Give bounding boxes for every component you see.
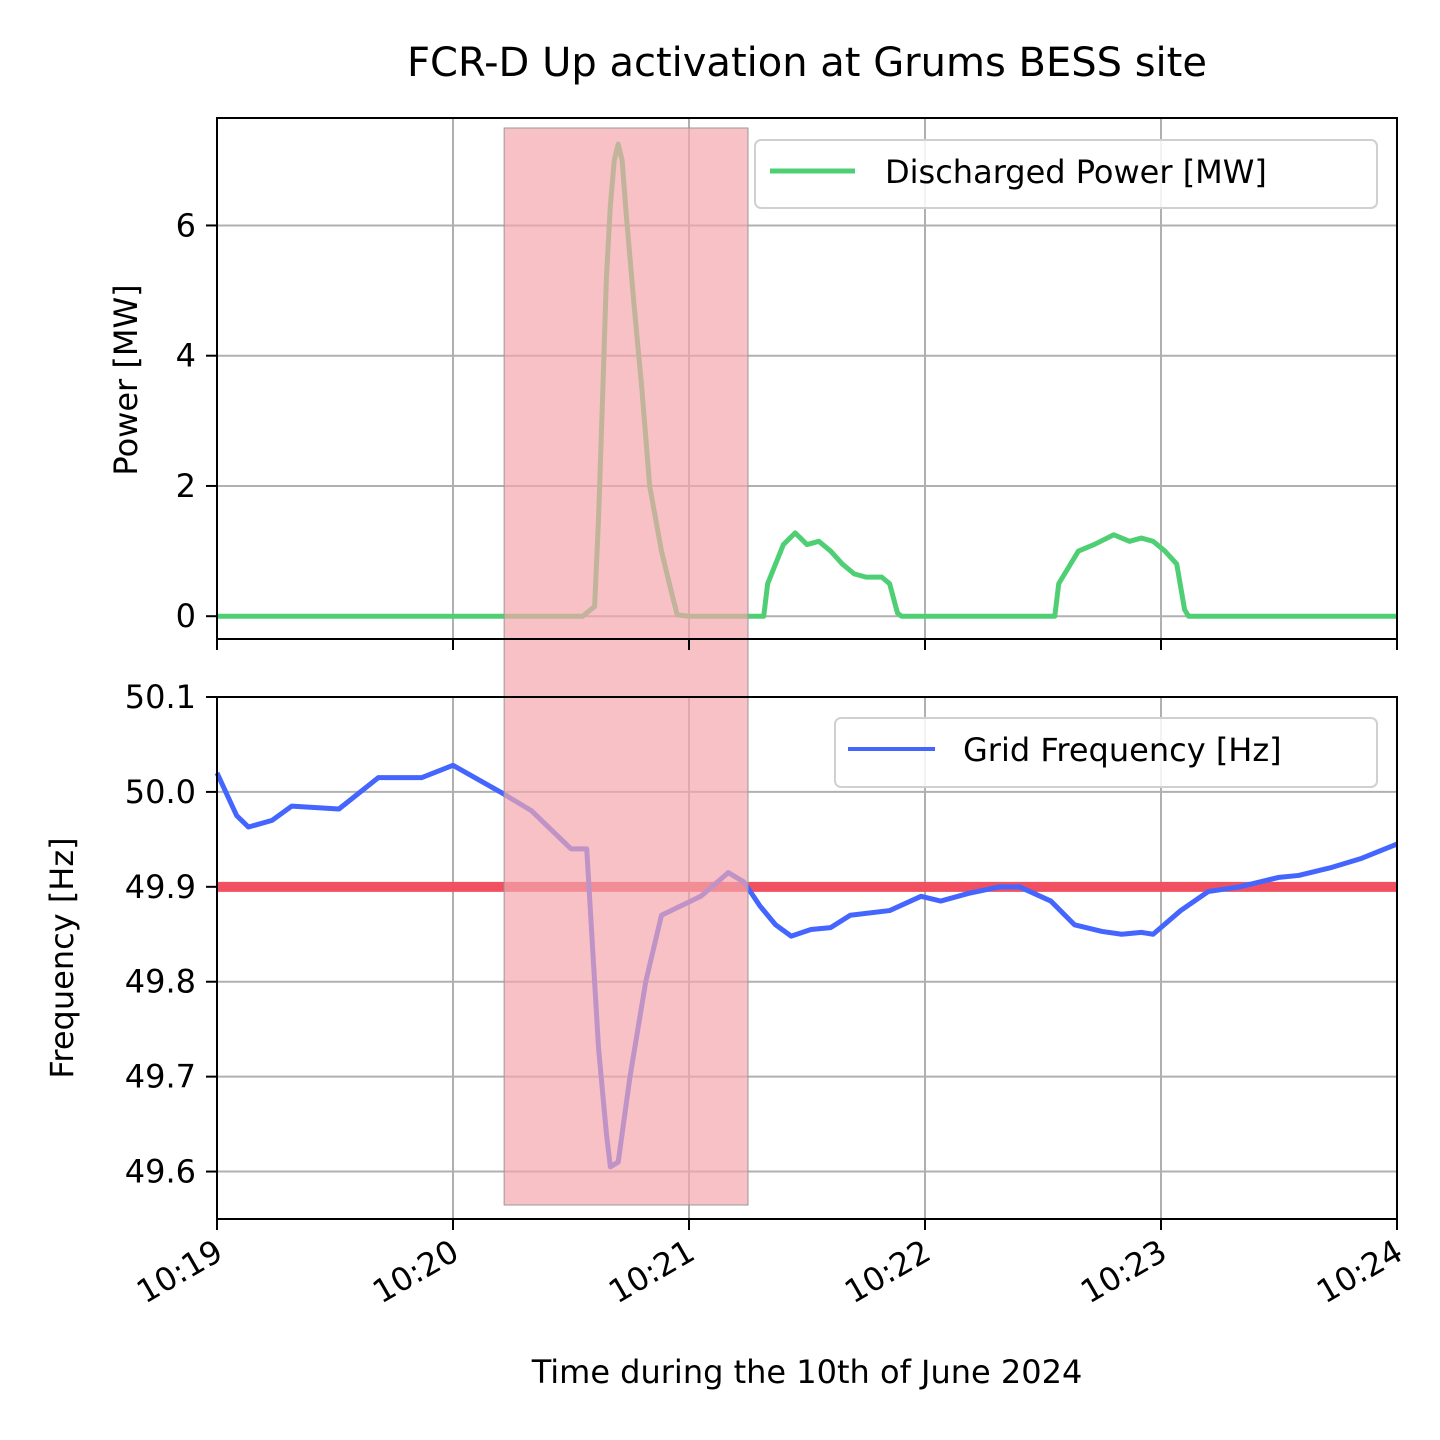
top-y-tick-label: 4 [176, 337, 196, 375]
frequency-series-line [214, 762, 1398, 1170]
x-tick-label: 10:21 [602, 1232, 701, 1311]
bottom-y-tick-label: 49.9 [125, 868, 196, 906]
bottom-y-tick-label: 49.7 [125, 1058, 196, 1096]
top-ylabel: Power [MW] [107, 284, 145, 475]
x-tick-label: 10:24 [1310, 1232, 1409, 1311]
x-tick-label: 10:20 [366, 1232, 465, 1311]
top-y-tick-label: 0 [176, 597, 196, 635]
series-layer [214, 141, 1398, 1170]
chart-title: FCR-D Up activation at Grums BESS site [407, 40, 1207, 86]
bottom-y-tick-label: 49.6 [125, 1153, 196, 1191]
bottom-ylabel: Frequency [Hz] [43, 837, 81, 1078]
x-tick-label: 10:22 [838, 1232, 937, 1311]
activation-highlight [503, 127, 749, 1206]
bottom-legend: Grid Frequency [Hz] [834, 717, 1378, 788]
bottom-y-tick-label: 49.8 [125, 963, 196, 1001]
legend-label-frequency: Grid Frequency [Hz] [963, 731, 1282, 769]
top-y-tick-label: 2 [176, 467, 196, 505]
top-legend: Discharged Power [MW] [754, 139, 1378, 209]
x-tick-label: 10:23 [1074, 1232, 1173, 1311]
bottom-y-tick-label: 50.0 [125, 773, 196, 811]
x-tick-label: 10:19 [130, 1232, 229, 1311]
bottom-axes-frame [216, 696, 1398, 1220]
x-axis-label: Time during the 10th of June 2024 [531, 1353, 1083, 1391]
top-y-tick-label: 6 [176, 206, 196, 244]
bottom-y-tick-label: 50.1 [125, 678, 196, 716]
power-series-line [217, 141, 1397, 619]
activation-window [503, 127, 749, 1206]
legend-label-power: Discharged Power [MW] [885, 153, 1267, 191]
top-axes-frame [216, 117, 1398, 640]
